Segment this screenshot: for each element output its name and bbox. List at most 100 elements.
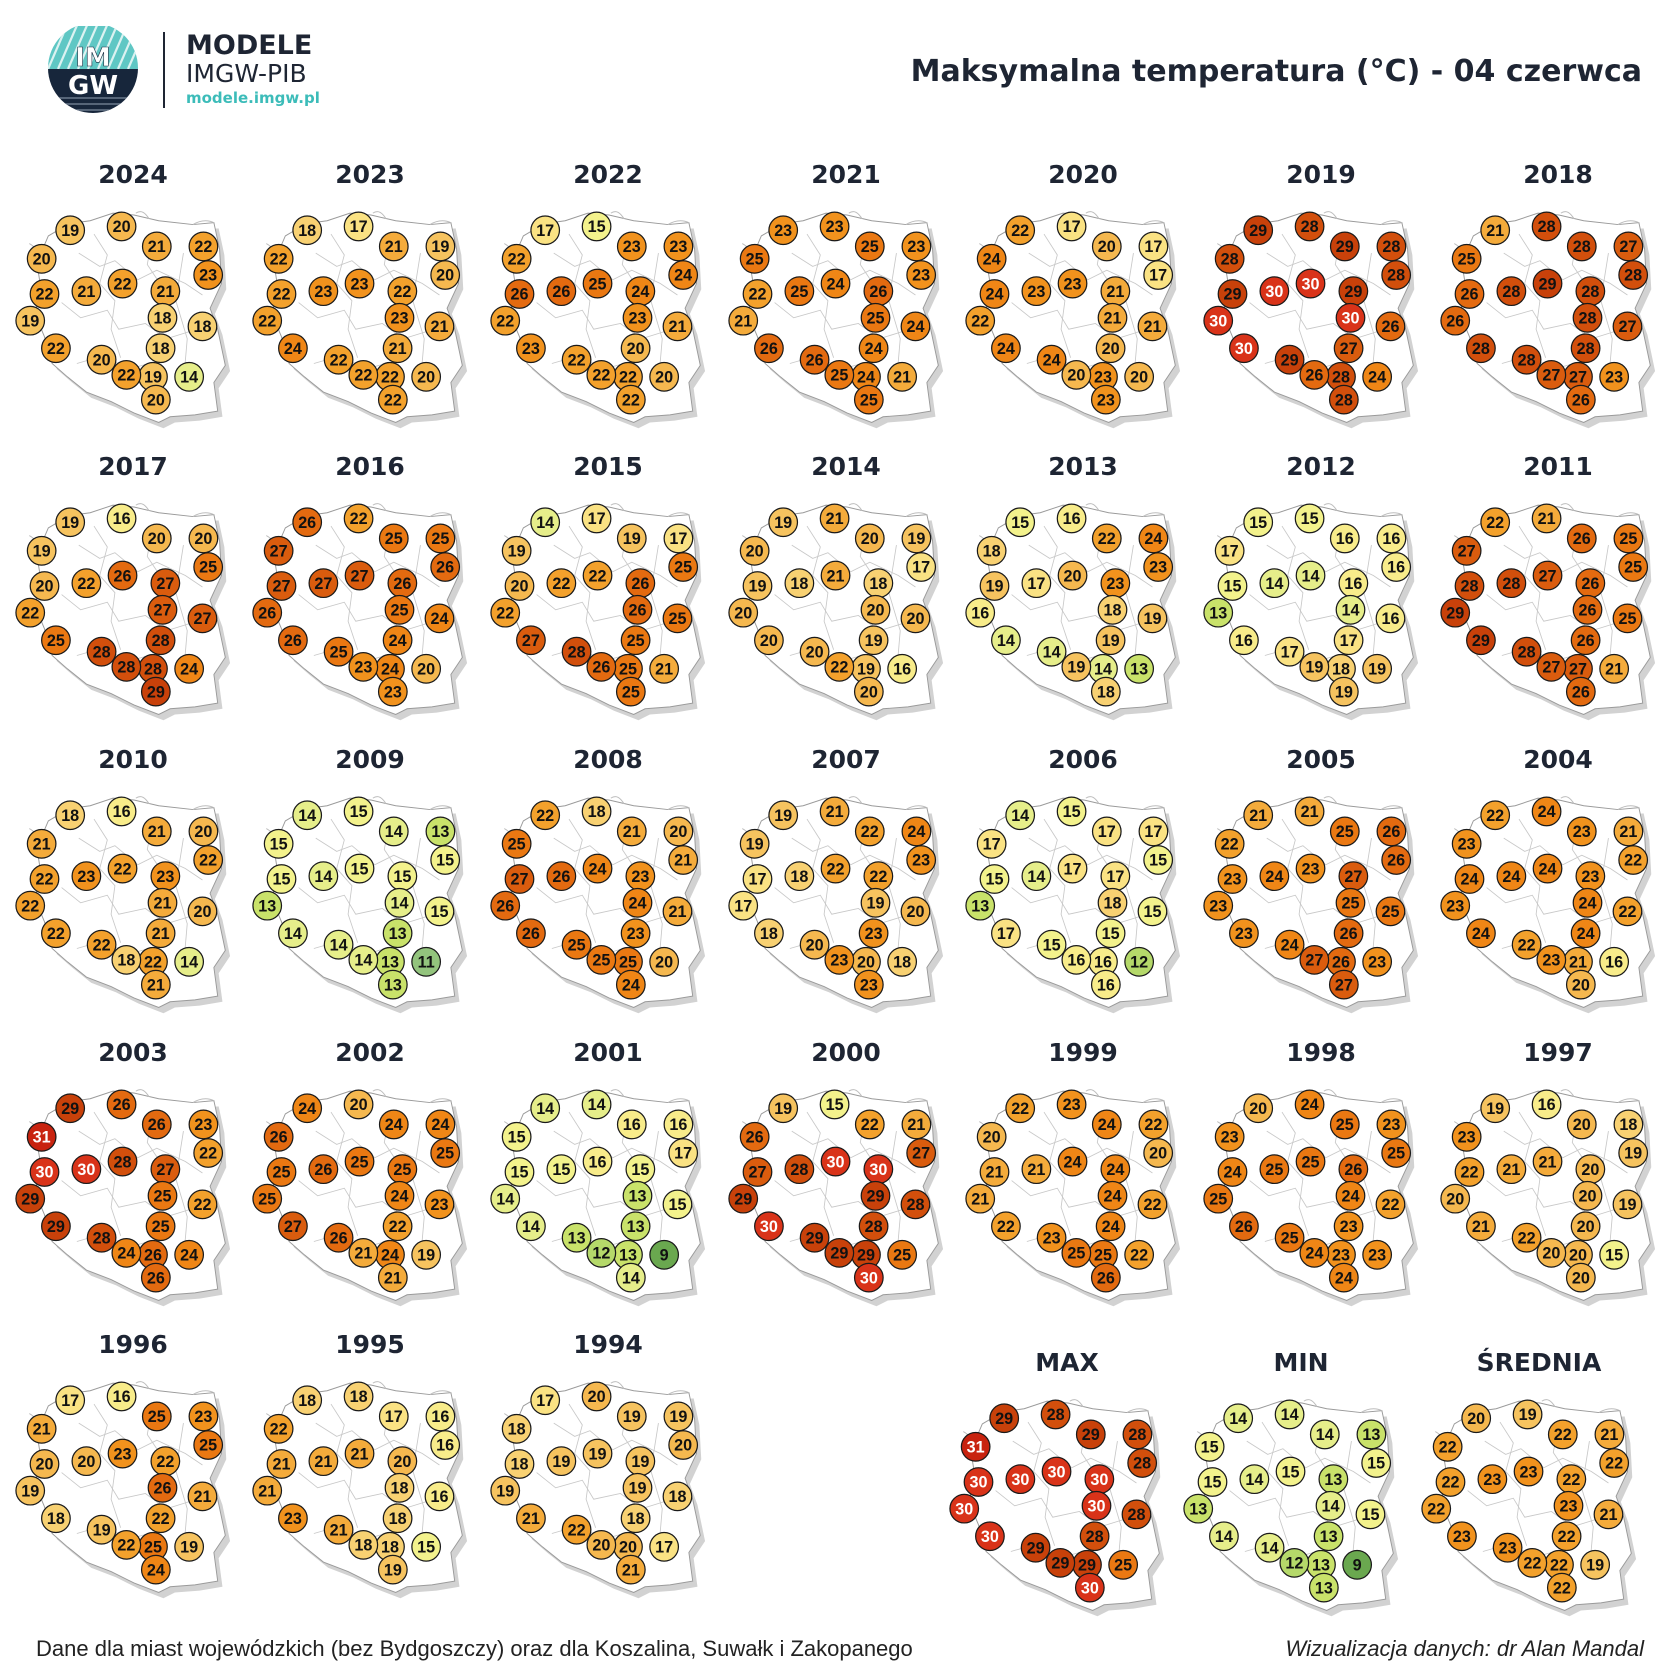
station-marker: 22: [193, 1138, 224, 1168]
station-value: 14: [1027, 868, 1045, 886]
station-marker: 21: [662, 896, 693, 927]
station-marker: 18: [784, 568, 815, 599]
station-value: 28: [1133, 1455, 1151, 1473]
station-circle: [1566, 1109, 1597, 1140]
station-marker: 23: [622, 302, 653, 333]
station-circle: [1229, 1211, 1259, 1242]
station-circle: [1315, 1490, 1346, 1521]
panel-1998: 1998 23 20 24 25 23 24 25 25 25 26 25 24 22 26 23 25 23 24…: [1202, 1038, 1440, 1330]
station-value: 24: [1281, 936, 1299, 954]
station-value: 14: [1281, 1406, 1299, 1424]
station-marker: 19: [1362, 653, 1393, 684]
page-title: Maksymalna temperatura (°C) - 04 czerwca: [910, 54, 1642, 89]
station-marker: 22: [530, 800, 561, 831]
station-value: 22: [536, 807, 554, 825]
station-value: 25: [154, 1188, 172, 1206]
station-circle: [1197, 1467, 1228, 1497]
station-value: 21: [1538, 510, 1556, 528]
station-circle: [620, 1211, 651, 1242]
station-circle: [106, 503, 137, 534]
province-border: [1363, 1131, 1376, 1261]
station-circle: [742, 864, 773, 894]
station-marker: 19: [739, 828, 770, 859]
station-value: 19: [669, 1408, 687, 1426]
station-marker: 20: [504, 571, 535, 601]
station-circle: [430, 260, 461, 290]
station-marker: 22: [854, 1109, 885, 1140]
province-border: [93, 525, 122, 650]
station-circle: [754, 333, 784, 364]
station-marker: 23: [1447, 1521, 1477, 1552]
station-value: 26: [552, 283, 570, 301]
station-value: 24: [1106, 1161, 1124, 1179]
station-marker: 21: [901, 1109, 932, 1140]
station-marker: 24: [384, 1180, 415, 1211]
station-value: 24: [389, 632, 407, 650]
station-circle: [620, 333, 651, 364]
station-circle: [1005, 1464, 1036, 1495]
station-circle: [278, 918, 308, 949]
province-border: [1503, 1130, 1628, 1174]
station-value: 26: [270, 1129, 288, 1147]
station-value: 23: [1097, 391, 1115, 409]
province-border: [806, 818, 835, 943]
station-value: 24: [180, 1247, 198, 1265]
station-circle: [582, 1146, 613, 1177]
province-border: [1281, 818, 1310, 943]
station-value: 23: [1368, 954, 1386, 972]
station-value: 23: [1453, 1528, 1471, 1546]
station-circle: [819, 1089, 850, 1120]
province-border: [1600, 545, 1613, 675]
station-marker: 30: [71, 1154, 102, 1185]
station-value: 19: [93, 1521, 111, 1539]
station-circle: [292, 507, 323, 538]
station-circle: [425, 1109, 456, 1140]
station-marker: 26: [292, 507, 323, 538]
station-value: 15: [1249, 514, 1267, 532]
station-value: 30: [1081, 1579, 1099, 1597]
station-marker: 24: [1057, 1146, 1088, 1177]
station-value: 26: [114, 567, 132, 585]
station-circle: [252, 890, 283, 921]
station-value: 24: [381, 661, 399, 679]
station-value: 22: [827, 860, 845, 878]
station-circle: [854, 1109, 885, 1140]
station-marker: 14: [1254, 1532, 1285, 1563]
station-value: 19: [589, 1445, 607, 1463]
station-value: 21: [986, 1164, 1004, 1182]
province-border: [791, 1130, 916, 1174]
station-value: 25: [1281, 1229, 1299, 1247]
station-value: 17: [1340, 632, 1358, 650]
station-value: 22: [258, 312, 276, 330]
station-value: 17: [385, 1408, 403, 1426]
station-circle: [425, 231, 456, 262]
station-marker: 26: [1338, 1154, 1369, 1185]
station-circle: [854, 231, 885, 262]
province-border: [330, 1111, 359, 1236]
station-circle: [15, 1183, 46, 1214]
station-circle: [581, 211, 612, 242]
station-marker: 24: [582, 853, 613, 884]
panel-1997: 1997 23 19 16 20 18 22 19 21 21 20 20 20 19 21 20 22 20 20…: [1439, 1038, 1677, 1330]
station-marker: 23: [188, 1109, 219, 1140]
station-marker: 16: [1375, 603, 1406, 634]
station-marker: 26: [1572, 594, 1603, 625]
station-value: 26: [1573, 530, 1591, 548]
station-marker: 22: [188, 231, 219, 262]
station-marker: 13: [965, 890, 996, 921]
station-marker: 25: [1295, 1146, 1326, 1177]
station-marker: 23: [1513, 1456, 1544, 1487]
station-marker: 19: [768, 800, 799, 831]
station-marker: 21: [382, 333, 413, 364]
station-value: 17: [1221, 543, 1239, 561]
station-marker: 24: [174, 653, 205, 684]
station-circle: [668, 552, 699, 582]
station-value: 21: [430, 318, 448, 336]
station-circle: [188, 1401, 219, 1432]
panel-min: MIN 15 14 14 14 13 15 15 14 15 13 13 14 15 14 13 14 13 13 1…: [1182, 1348, 1420, 1640]
station-circle: [26, 243, 57, 274]
station-circle: [147, 594, 178, 625]
station-circle: [739, 828, 770, 859]
